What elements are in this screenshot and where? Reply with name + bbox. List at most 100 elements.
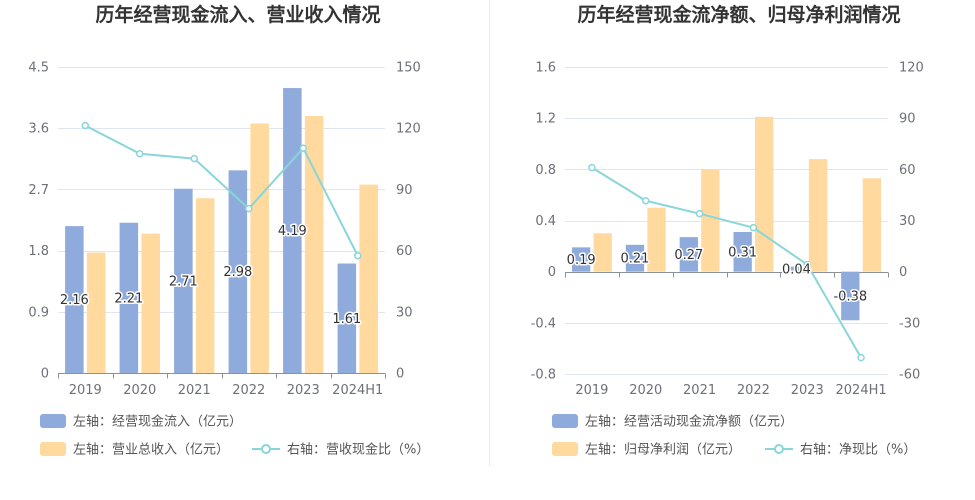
data-label: 0.19 [567,253,596,268]
bar [228,170,248,373]
line-point [857,353,865,362]
y-left-tick-label: 3.6 [28,122,49,137]
y-left-tick-label: 1.6 [535,61,556,76]
x-tick-label: 2022 [232,383,265,398]
y-left-tick-label: -0.4 [531,316,556,331]
x-tick-label: 2020 [123,383,156,398]
y-right-tick-label: 0 [396,367,404,382]
legend-label: 右轴：营收现金比（%） [287,442,429,458]
y-right-tick-label: 90 [396,183,413,198]
data-label: 0.31 [728,245,757,260]
chart-cash-inflow-vs-revenue: 历年经营现金流入、营业收入情况 0 0.9 1.8 2.7 3.6 4.5 0 30 60 90 12… [28,3,429,458]
bar [65,226,84,373]
y-right-tick-label: -30 [899,316,920,331]
bar [250,123,269,373]
line-point [354,251,362,260]
data-label: 2.21 [114,291,143,306]
y-right-tick-label: 30 [899,214,916,229]
y-left-tick-label: 2.7 [28,183,49,198]
data-label: 2.98 [223,265,252,280]
y-right-tick-label: 120 [396,122,421,137]
legend-item[interactable]: 左轴：营业总收入（亿元） [40,442,229,458]
bar [679,237,698,272]
data-label: 2.71 [169,274,198,289]
bar [755,116,774,272]
bar [195,198,215,373]
bar [733,232,752,272]
y-right-tick-label: 60 [396,244,413,259]
line-point [803,260,811,269]
line-point [299,144,307,152]
legend-marker-icon [261,444,271,454]
x-tick-label: 2021 [178,383,211,398]
legend-item[interactable]: 左轴：经营活动现金流净额（亿元） [552,414,793,430]
legend-item[interactable]: 右轴：营收现金比（%） [252,442,429,458]
y-right-tick-label: 30 [396,305,413,320]
line-point [695,209,704,218]
bar [359,184,378,373]
chart-title: 历年经营现金流入、营业收入情况 [95,3,380,26]
chart-net-cash-flow-vs-net-profit: 历年经营现金流净额、归母净利润情况 -0.8 -0.4 0 0.4 0.8 1.2 1.6 -6… [531,3,924,458]
y-left-tick-label: 0.4 [535,214,556,229]
y-left-tick-label: 0.8 [535,163,556,178]
legend-label: 左轴：营业总收入（亿元） [73,443,229,458]
bar [701,169,720,272]
line-point [136,149,144,158]
legend-swatch [552,414,578,428]
legend-item[interactable]: 右轴：净现比（%） [765,443,916,458]
bar [841,271,860,321]
legend-item[interactable]: 左轴：归母净利润（亿元） [552,442,741,458]
y-left-tick-label: 0 [548,265,556,280]
x-tick-label: 2024H1 [332,383,383,398]
bar [283,88,302,373]
legend-label: 右轴：净现比（%） [800,443,916,458]
line-point [190,154,198,163]
y-left-tick-label: 1.2 [535,112,556,127]
y-right-tick-label: 90 [899,112,916,127]
chart-title: 历年经营现金流净额、归母净利润情况 [577,3,900,26]
y-right-tick-label: -60 [899,368,920,383]
legend-swatch [552,442,578,456]
line-point [749,223,758,232]
x-tick-label: 2023 [791,383,824,398]
y-left-tick-label: 1.8 [28,244,49,259]
x-tick-label: 2023 [287,383,320,398]
bar [862,178,882,272]
series-line [591,166,862,359]
series-line [84,124,359,257]
data-label: -0.38 [833,289,867,304]
bar [174,188,193,373]
bar [141,233,160,373]
legend-label: 左轴：经营现金流入（亿元） [73,414,242,430]
x-tick-label: 2022 [737,383,770,398]
y-right-tick-label: 0 [899,265,907,280]
bar [86,252,106,373]
data-label: 4.19 [278,224,307,239]
x-tick-label: 2019 [575,383,608,398]
data-label: 0.27 [674,248,703,263]
bar [647,207,666,272]
bar [808,159,828,272]
x-tick-label: 2024H1 [836,383,887,398]
data-label: 0.04 [782,263,811,278]
y-left-tick-label: 4.5 [28,61,49,76]
data-label: 0.21 [621,252,650,267]
y-right-tick-label: 60 [899,163,916,178]
bar [571,247,591,272]
bar [304,115,324,374]
legend-item[interactable]: 左轴：经营现金流入（亿元） [40,414,242,430]
line-point [642,196,650,205]
y-left-tick-label: -0.8 [531,368,556,383]
y-left-tick-label: 0.9 [28,305,49,320]
bar [119,222,139,373]
legend-marker-icon [774,444,784,454]
x-tick-label: 2021 [683,383,716,398]
bar [625,244,645,272]
legend-swatch [40,442,66,456]
data-label: 2.16 [60,293,89,308]
line-point [588,163,596,172]
data-label: 1.61 [332,312,361,327]
bar [337,263,357,373]
